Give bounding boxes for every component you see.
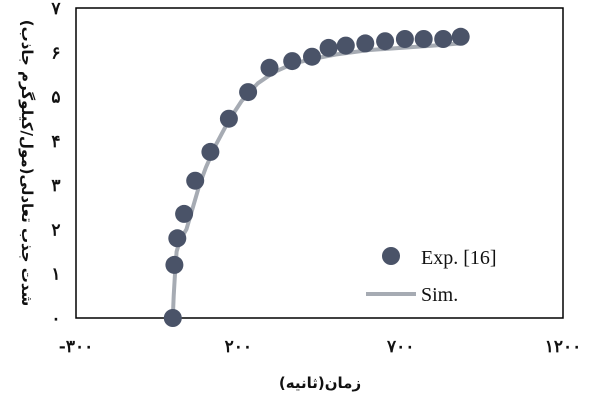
exp-data-point <box>319 38 338 57</box>
y-axis-title: شدت جذب تعادلی(مول/کیلوگرم جاذب) <box>18 20 36 306</box>
x-tick-labels: -۳۰۰ ۲۰۰ ۷۰۰ ۱۲۰۰ <box>59 337 581 357</box>
exp-data-point <box>186 171 205 190</box>
exp-data-point <box>165 255 184 274</box>
y-tick-label: ۴ <box>51 132 60 152</box>
exp-data-point <box>376 32 395 51</box>
legend-label-sim: Sim. <box>421 284 458 306</box>
series-layer <box>163 27 470 327</box>
exp-data-point <box>395 30 414 48</box>
exp-data-point <box>303 47 321 66</box>
exp-data-point <box>414 30 433 48</box>
exp-data-point <box>201 142 220 161</box>
y-tick-label: ۵ <box>51 88 60 108</box>
y-tick-label: ۲ <box>51 220 60 240</box>
legend-marker-exp <box>382 247 400 265</box>
y-tick-label: ۷ <box>50 0 61 19</box>
y-tick-label: ۱ <box>51 265 60 285</box>
exp-data-point <box>168 229 187 248</box>
y-tick-label: ۰ <box>51 309 60 329</box>
y-tick-labels: ۰ ۱ ۲ ۳ ۴ ۵ ۶ ۷ <box>50 0 61 329</box>
exp-data-point <box>175 204 194 223</box>
x-tick-label: -۳۰۰ <box>59 337 93 357</box>
exp-data-point <box>163 309 182 327</box>
exp-data-point <box>356 34 375 53</box>
x-tick-label: ۲۰۰ <box>225 337 252 357</box>
legend: Exp. [16] Sim. <box>366 247 497 306</box>
exp-data-point <box>434 30 453 48</box>
y-tick-label: ۳ <box>51 176 60 196</box>
exp-data-point <box>336 36 355 55</box>
legend-label-exp: Exp. [16] <box>421 247 497 269</box>
exp-data-point <box>283 52 302 71</box>
x-tick-label: ۷۰۰ <box>386 337 414 357</box>
y-tick-label: ۶ <box>51 43 60 63</box>
sim-line <box>170 41 463 320</box>
x-axis-title: زمان(ثانیه) <box>279 374 361 392</box>
exp-data-point <box>239 83 258 102</box>
x-tick-label: ۱۲۰۰ <box>545 337 582 357</box>
exp-data-point <box>260 58 279 77</box>
exp-data-point <box>219 109 238 128</box>
plot-frame <box>75 7 564 319</box>
exp-data-point <box>451 27 470 46</box>
